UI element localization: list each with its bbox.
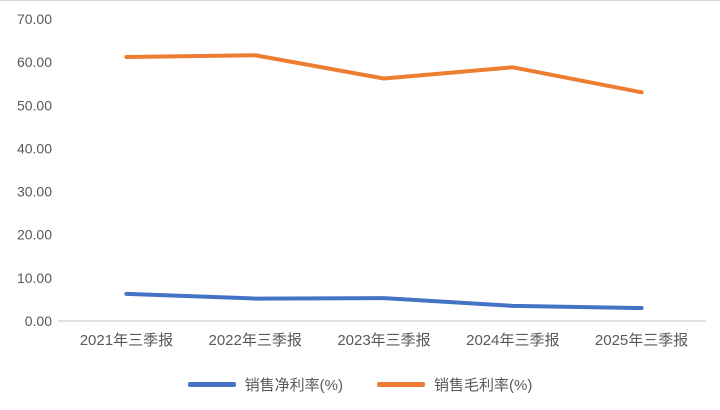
- legend-line-swatch: [187, 381, 236, 387]
- y-axis-tick-label: 40.00: [17, 140, 52, 156]
- y-axis-tick-label: 10.00: [17, 270, 52, 286]
- y-axis-tick-label: 30.00: [17, 184, 52, 200]
- y-axis-tick-label: 0.00: [25, 313, 52, 329]
- legend-label: 销售净利率(%): [244, 376, 343, 394]
- series-line: [124, 291, 644, 311]
- legend-item: 销售毛利率(%): [377, 374, 532, 395]
- legend-line-swatch: [377, 381, 425, 387]
- y-axis-tick-label: 50.00: [17, 97, 52, 113]
- legend-item: 销售净利率(%): [187, 374, 343, 395]
- chart-legend: 销售净利率(%) 销售毛利率(%): [0, 369, 720, 399]
- legend-label: 销售毛利率(%): [434, 376, 533, 394]
- x-axis-category-label: 2024年三季报: [466, 332, 559, 349]
- x-axis-category-label: 2025年三季报: [595, 332, 688, 349]
- y-axis-tick-label: 60.00: [17, 54, 52, 70]
- y-axis-tick-label: 70.00: [17, 11, 52, 27]
- x-axis-category-label: 2022年三季报: [209, 332, 302, 349]
- x-axis-category-label: 2023年三季报: [337, 332, 430, 349]
- series-line: [124, 53, 644, 95]
- y-axis-tick-label: 20.00: [17, 227, 52, 243]
- chart-plot-area: 0.00 10.00 20.00 30.00 40.00 50.00 60.00 70.00 2…: [17, 11, 706, 349]
- x-axis-category-label: 2021年三季报: [80, 332, 173, 349]
